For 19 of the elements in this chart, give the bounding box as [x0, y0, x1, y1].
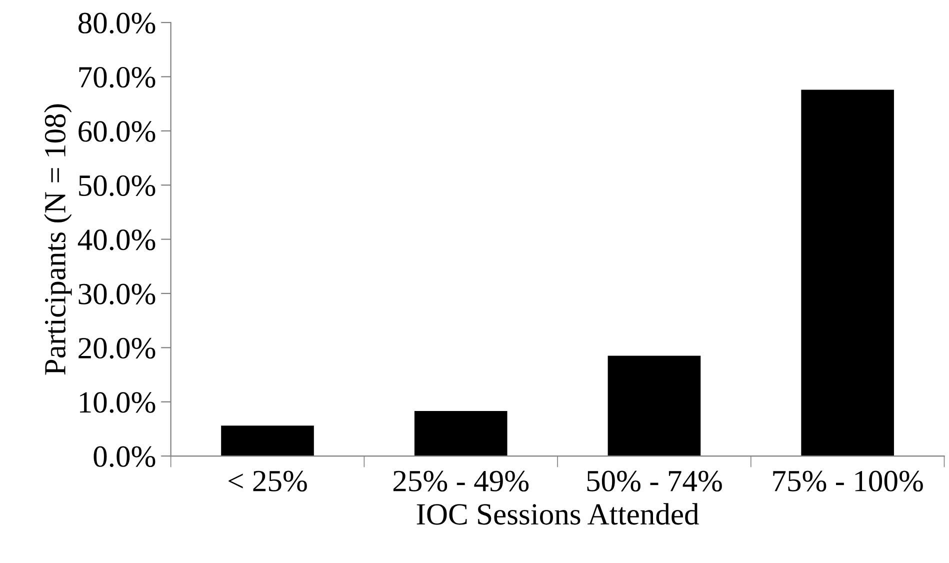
x-tick-label: 50% - 74%: [587, 470, 722, 492]
x-tick-label: 25% - 49%: [393, 470, 529, 492]
bar: [414, 411, 508, 456]
y-tick-label: 20.0%: [78, 338, 156, 359]
y-axis-title: Participants (N = 108): [44, 104, 72, 375]
y-tick-label: 0.0%: [94, 446, 156, 468]
y-tick-label: 50.0%: [79, 175, 156, 196]
y-tick-label: 40.0%: [78, 230, 156, 250]
bar: [801, 90, 894, 456]
x-tick-label: < 25%: [228, 470, 307, 492]
bar: [221, 426, 314, 456]
y-tick-label: 10.0%: [80, 392, 156, 413]
x-tick-label: 75% - 100%: [773, 470, 923, 492]
bar: [608, 356, 701, 456]
y-tick-label: 70.0%: [79, 66, 156, 88]
y-tick-label: 80.0%: [78, 12, 156, 34]
x-axis-title: IOC Sessions Attended: [416, 503, 699, 525]
y-tick-label: 30.0%: [78, 284, 156, 304]
y-tick-label: 60.0%: [78, 121, 156, 142]
